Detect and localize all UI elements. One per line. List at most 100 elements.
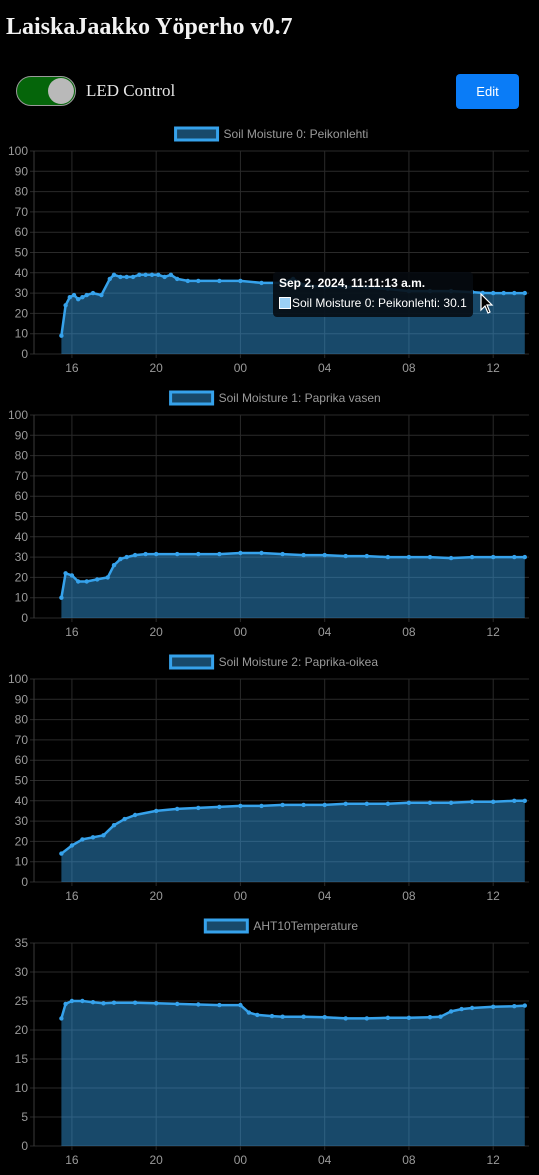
- y-tick-label: 0: [21, 611, 28, 625]
- data-point: [469, 799, 475, 804]
- legend-label: Soil Moisture 0: Peikonlehti: [224, 127, 369, 141]
- y-tick-label: 10: [15, 1081, 29, 1095]
- data-point: [459, 1006, 464, 1012]
- x-tick-label: 04: [318, 361, 332, 375]
- mouse-pointer-icon: [480, 293, 494, 314]
- data-point: [162, 274, 167, 280]
- y-tick-label: 25: [15, 994, 29, 1008]
- data-point: [522, 554, 527, 560]
- x-tick-label: 08: [402, 625, 416, 639]
- data-point: [469, 554, 475, 560]
- x-tick-label: 16: [65, 889, 79, 903]
- data-point: [59, 595, 64, 600]
- y-tick-label: 70: [15, 205, 29, 219]
- data-point: [259, 550, 264, 556]
- x-tick-label: 12: [487, 625, 501, 639]
- edit-button[interactable]: Edit: [456, 74, 519, 109]
- data-point: [101, 833, 106, 838]
- data-point: [95, 577, 100, 582]
- data-point: [246, 1010, 252, 1015]
- data-point: [301, 552, 306, 558]
- data-point: [301, 802, 306, 808]
- data-point: [168, 272, 174, 277]
- y-tick-label: 80: [15, 449, 29, 463]
- data-point: [196, 1002, 201, 1007]
- y-tick-label: 60: [15, 225, 29, 239]
- data-point: [111, 272, 117, 277]
- data-point: [59, 851, 64, 856]
- data-point: [385, 554, 391, 560]
- y-tick-label: 100: [8, 408, 28, 422]
- data-point: [259, 280, 264, 286]
- data-point: [101, 1001, 106, 1006]
- data-point: [301, 1014, 306, 1019]
- data-point: [69, 998, 75, 1004]
- data-point: [522, 1003, 527, 1008]
- data-point: [406, 554, 412, 560]
- data-point: [255, 1012, 260, 1018]
- page-title: LaiskaJaakko Yöperho v0.7: [6, 14, 293, 40]
- y-tick-label: 35: [15, 936, 29, 950]
- data-point: [90, 290, 96, 296]
- data-point: [512, 290, 517, 296]
- y-tick-label: 10: [15, 591, 29, 605]
- soil-moisture-2-chart[interactable]: Soil Moisture 2: Paprika-oikea 0 10 20 30 40 5…: [0, 650, 539, 908]
- data-point: [364, 801, 369, 806]
- soil-moisture-0-chart[interactable]: Soil Moisture 0: Peikonlehti 0 10 20 30 40 50 6…: [0, 122, 539, 380]
- soil-moisture-1-chart[interactable]: Soil Moisture 1: Paprika vasen 0 10 20 30 40 5…: [0, 386, 539, 644]
- data-point: [59, 333, 64, 338]
- y-tick-label: 90: [15, 428, 29, 442]
- data-point: [111, 1000, 117, 1005]
- x-tick-label: 08: [402, 361, 416, 375]
- data-point: [512, 554, 517, 560]
- y-tick-label: 20: [15, 1023, 29, 1037]
- data-point: [84, 579, 89, 584]
- data-point: [80, 295, 85, 300]
- y-tick-label: 70: [15, 469, 29, 483]
- series-area: [61, 553, 525, 618]
- x-tick-label: 04: [318, 1153, 332, 1167]
- data-point: [427, 1015, 433, 1020]
- data-point: [130, 274, 136, 280]
- series-area: [61, 1001, 525, 1146]
- data-point: [238, 278, 243, 284]
- data-point: [143, 551, 148, 557]
- y-tick-label: 20: [15, 306, 29, 320]
- data-point: [491, 799, 496, 804]
- data-point: [385, 801, 391, 806]
- data-point: [59, 1016, 64, 1021]
- x-tick-label: 16: [65, 361, 79, 375]
- data-point: [90, 1000, 96, 1005]
- data-point: [196, 805, 201, 811]
- data-point: [196, 278, 201, 284]
- x-tick-label: 16: [65, 1153, 79, 1167]
- data-point: [343, 1016, 348, 1021]
- y-tick-label: 10: [15, 327, 29, 341]
- legend-swatch: [203, 918, 249, 934]
- data-point: [132, 812, 138, 818]
- x-tick-label: 20: [149, 625, 163, 639]
- temperature-chart[interactable]: AHT10Temperature 0 5 10 15 20 25 30 35 16 20 00 04 08…: [0, 914, 539, 1172]
- y-tick-label: 10: [15, 855, 29, 869]
- data-point: [137, 272, 142, 277]
- data-point: [111, 563, 117, 568]
- data-point: [217, 804, 222, 810]
- data-point: [118, 274, 123, 280]
- led-toggle[interactable]: [16, 76, 76, 106]
- x-tick-label: 04: [318, 889, 332, 903]
- legend-swatch: [169, 654, 215, 670]
- data-point: [385, 1015, 391, 1020]
- data-point: [84, 292, 89, 298]
- y-tick-label: 30: [15, 286, 29, 300]
- data-point: [512, 798, 517, 803]
- data-point: [122, 816, 127, 822]
- data-point: [80, 998, 85, 1004]
- y-tick-label: 80: [15, 713, 29, 727]
- y-tick-label: 50: [15, 246, 29, 260]
- data-point: [154, 808, 159, 814]
- y-tick-label: 5: [21, 1110, 28, 1124]
- data-point: [111, 823, 117, 828]
- data-point: [63, 1001, 68, 1007]
- y-tick-label: 40: [15, 530, 29, 544]
- data-point: [427, 554, 433, 560]
